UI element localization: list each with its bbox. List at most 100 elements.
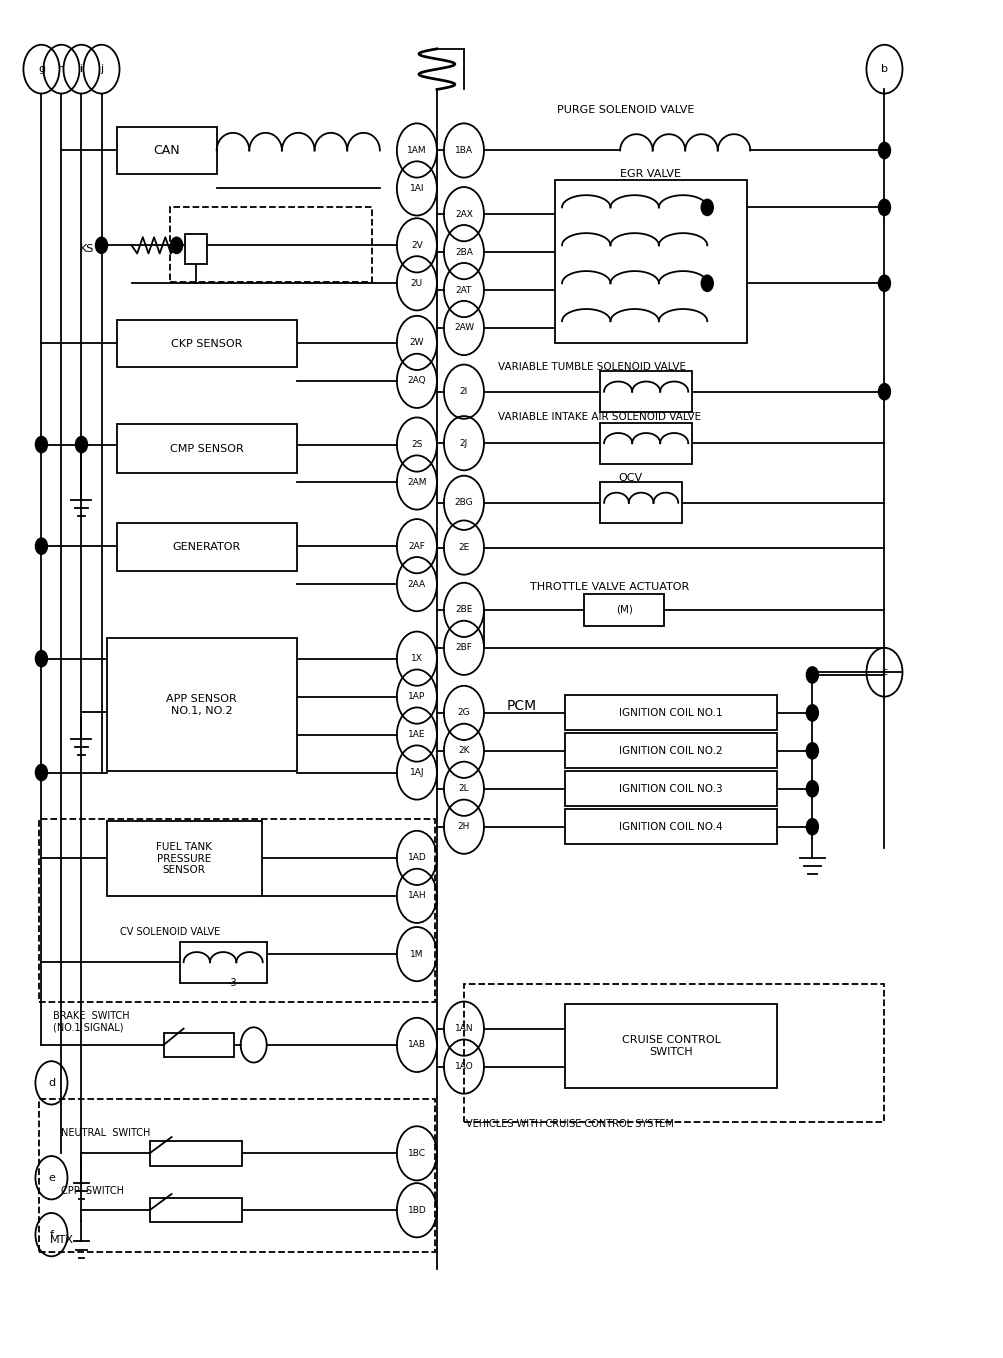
Text: (M): (M)	[615, 604, 632, 615]
Text: c: c	[881, 667, 887, 678]
Text: NEUTRAL  SWITCH: NEUTRAL SWITCH	[61, 1128, 150, 1138]
Text: 1BD: 1BD	[407, 1206, 426, 1215]
Text: 2AA: 2AA	[407, 580, 425, 588]
Circle shape	[35, 765, 47, 781]
Circle shape	[171, 238, 183, 254]
Circle shape	[35, 650, 47, 667]
Text: f: f	[49, 1229, 53, 1240]
Text: OCV: OCV	[618, 474, 642, 483]
Text: IGNITION COIL NO.4: IGNITION COIL NO.4	[619, 822, 722, 831]
Text: 2AX: 2AX	[454, 209, 472, 219]
Text: APP SENSOR
NO.1, NO.2: APP SENSOR NO.1, NO.2	[166, 694, 237, 716]
Text: 1AE: 1AE	[408, 731, 425, 739]
Text: IGNITION COIL NO.2: IGNITION COIL NO.2	[619, 746, 722, 756]
Text: 1AM: 1AM	[406, 145, 426, 155]
Text: 1M: 1M	[410, 949, 423, 959]
FancyBboxPatch shape	[565, 733, 776, 769]
Text: IGNITION COIL NO.1: IGNITION COIL NO.1	[619, 708, 722, 718]
FancyBboxPatch shape	[106, 822, 262, 896]
Text: PCM: PCM	[507, 699, 537, 713]
Circle shape	[805, 705, 817, 721]
FancyBboxPatch shape	[180, 942, 267, 983]
FancyBboxPatch shape	[565, 809, 776, 845]
Text: 2BG: 2BG	[454, 498, 472, 508]
Text: EGR VALVE: EGR VALVE	[620, 168, 680, 178]
Circle shape	[878, 143, 890, 159]
Text: i: i	[80, 64, 83, 75]
FancyBboxPatch shape	[555, 181, 746, 344]
FancyBboxPatch shape	[565, 771, 776, 807]
Circle shape	[805, 743, 817, 759]
Text: d: d	[48, 1078, 55, 1088]
Text: 2BF: 2BF	[455, 644, 472, 652]
FancyBboxPatch shape	[106, 638, 297, 771]
FancyBboxPatch shape	[116, 523, 297, 570]
Text: 1AB: 1AB	[407, 1040, 425, 1050]
Text: 2G: 2G	[457, 709, 469, 717]
Text: 2BE: 2BE	[454, 606, 472, 614]
FancyBboxPatch shape	[149, 1198, 242, 1222]
Circle shape	[878, 276, 890, 292]
FancyBboxPatch shape	[116, 424, 297, 473]
Text: CV SOLENOID VALVE: CV SOLENOID VALVE	[119, 928, 220, 937]
Circle shape	[805, 781, 817, 797]
Text: 2AT: 2AT	[455, 285, 471, 295]
Text: BRAKE  SWITCH
(NO.1 SIGNAL): BRAKE SWITCH (NO.1 SIGNAL)	[53, 1012, 130, 1032]
Text: 1X: 1X	[410, 655, 422, 663]
Circle shape	[35, 538, 47, 554]
Text: GENERATOR: GENERATOR	[173, 542, 241, 551]
Text: -3-: -3-	[227, 978, 240, 987]
Text: 1AH: 1AH	[407, 891, 426, 900]
Circle shape	[700, 276, 712, 292]
Circle shape	[75, 436, 87, 452]
Text: FUEL TANK
PRESSURE
SENSOR: FUEL TANK PRESSURE SENSOR	[155, 842, 212, 875]
Text: 2BA: 2BA	[454, 247, 472, 257]
Text: MTX: MTX	[49, 1236, 73, 1245]
FancyBboxPatch shape	[163, 1032, 234, 1057]
Circle shape	[878, 200, 890, 216]
Text: 1AO: 1AO	[454, 1062, 472, 1071]
Text: 2L: 2L	[458, 785, 468, 793]
Text: PURGE SOLENOID VALVE: PURGE SOLENOID VALVE	[557, 105, 694, 115]
Text: 2I: 2I	[459, 387, 467, 397]
Text: 2AQ: 2AQ	[407, 376, 426, 386]
Text: CKP SENSOR: CKP SENSOR	[171, 338, 242, 349]
Text: IGNITION COIL NO.3: IGNITION COIL NO.3	[619, 784, 722, 794]
Text: 2W: 2W	[409, 338, 423, 348]
Text: 2V: 2V	[410, 240, 422, 250]
FancyBboxPatch shape	[600, 422, 691, 463]
Text: 1AD: 1AD	[407, 853, 426, 862]
Text: j: j	[100, 64, 103, 75]
FancyBboxPatch shape	[600, 482, 682, 523]
FancyBboxPatch shape	[149, 1141, 242, 1165]
Text: 2U: 2U	[410, 278, 422, 288]
Text: 2AF: 2AF	[408, 542, 425, 551]
Text: 2H: 2H	[457, 822, 469, 831]
Text: 1AN: 1AN	[454, 1024, 472, 1033]
Text: VARIABLE INTAKE AIR SOLENOID VALVE: VARIABLE INTAKE AIR SOLENOID VALVE	[497, 413, 700, 422]
Text: 2E: 2E	[458, 543, 469, 553]
Text: VEHICLES WITH CRUISE CONTROL SYSTEM: VEHICLES WITH CRUISE CONTROL SYSTEM	[465, 1119, 673, 1130]
Text: CRUISE CONTROL
SWITCH: CRUISE CONTROL SWITCH	[621, 1035, 720, 1057]
Text: 1AP: 1AP	[408, 693, 425, 701]
FancyBboxPatch shape	[584, 593, 664, 626]
Text: KS: KS	[80, 244, 94, 254]
Text: 2K: 2K	[457, 747, 469, 755]
FancyBboxPatch shape	[116, 128, 217, 174]
FancyBboxPatch shape	[565, 1005, 776, 1088]
Text: CAN: CAN	[153, 144, 180, 158]
Text: VARIABLE TUMBLE SOLENOID VALVE: VARIABLE TUMBLE SOLENOID VALVE	[497, 363, 685, 372]
Circle shape	[95, 238, 107, 254]
Circle shape	[805, 667, 817, 683]
Text: 2AW: 2AW	[453, 323, 473, 333]
Text: 2J: 2J	[459, 439, 467, 448]
Circle shape	[35, 436, 47, 452]
Text: e: e	[48, 1173, 55, 1183]
Text: b: b	[880, 64, 887, 75]
Text: 1AJ: 1AJ	[409, 769, 423, 777]
FancyBboxPatch shape	[116, 320, 297, 367]
FancyBboxPatch shape	[600, 371, 691, 411]
Text: CPP  SWITCH: CPP SWITCH	[61, 1187, 124, 1196]
Circle shape	[878, 383, 890, 399]
FancyBboxPatch shape	[185, 235, 207, 265]
